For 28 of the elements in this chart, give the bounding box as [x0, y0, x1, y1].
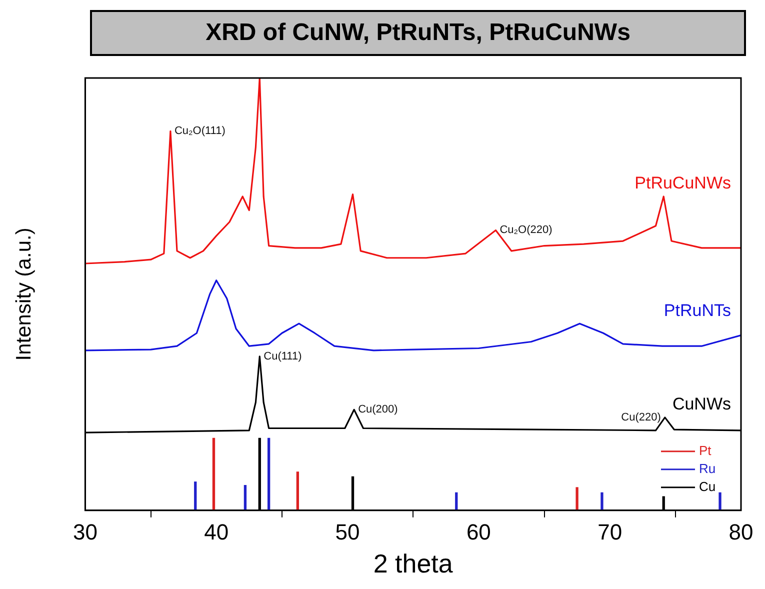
bar: [244, 484, 247, 510]
legend-label: Pt: [699, 442, 712, 458]
bar: [576, 487, 578, 510]
series-label: PtRuNTs: [664, 300, 731, 320]
annotation: Cu(200): [358, 404, 398, 416]
y-axis-title: Intensity (a.u.): [12, 228, 36, 361]
series-label: CuNWs: [672, 394, 731, 414]
bar: [718, 492, 722, 510]
annotation: Cu₂O(111): [174, 125, 226, 138]
annotation: Cu(220): [621, 411, 661, 424]
chart-title: XRD of CuNW, PtRuNTs, PtRuCuNWs: [90, 10, 746, 56]
x-tick-label: 30: [72, 520, 98, 545]
bar: [194, 482, 197, 510]
annotation: Cu(111): [264, 350, 302, 362]
bar: [267, 438, 270, 510]
legend-label: Ru: [699, 460, 716, 476]
x-tick-label: 80: [728, 520, 754, 545]
bar: [212, 438, 216, 510]
x-tick-label: 40: [204, 520, 229, 545]
bar: [296, 472, 300, 510]
x-tick-label: 70: [598, 520, 622, 545]
legend-label: Cu: [699, 478, 716, 494]
x-tick-label: 60: [466, 520, 491, 545]
series-label: PtRuCuNWs: [634, 174, 731, 193]
bar: [600, 492, 604, 510]
x-tick-label: 50: [335, 520, 360, 545]
annotation: Cu₂O(220): [500, 224, 552, 236]
x-axis-title: 2 theta: [373, 548, 454, 579]
